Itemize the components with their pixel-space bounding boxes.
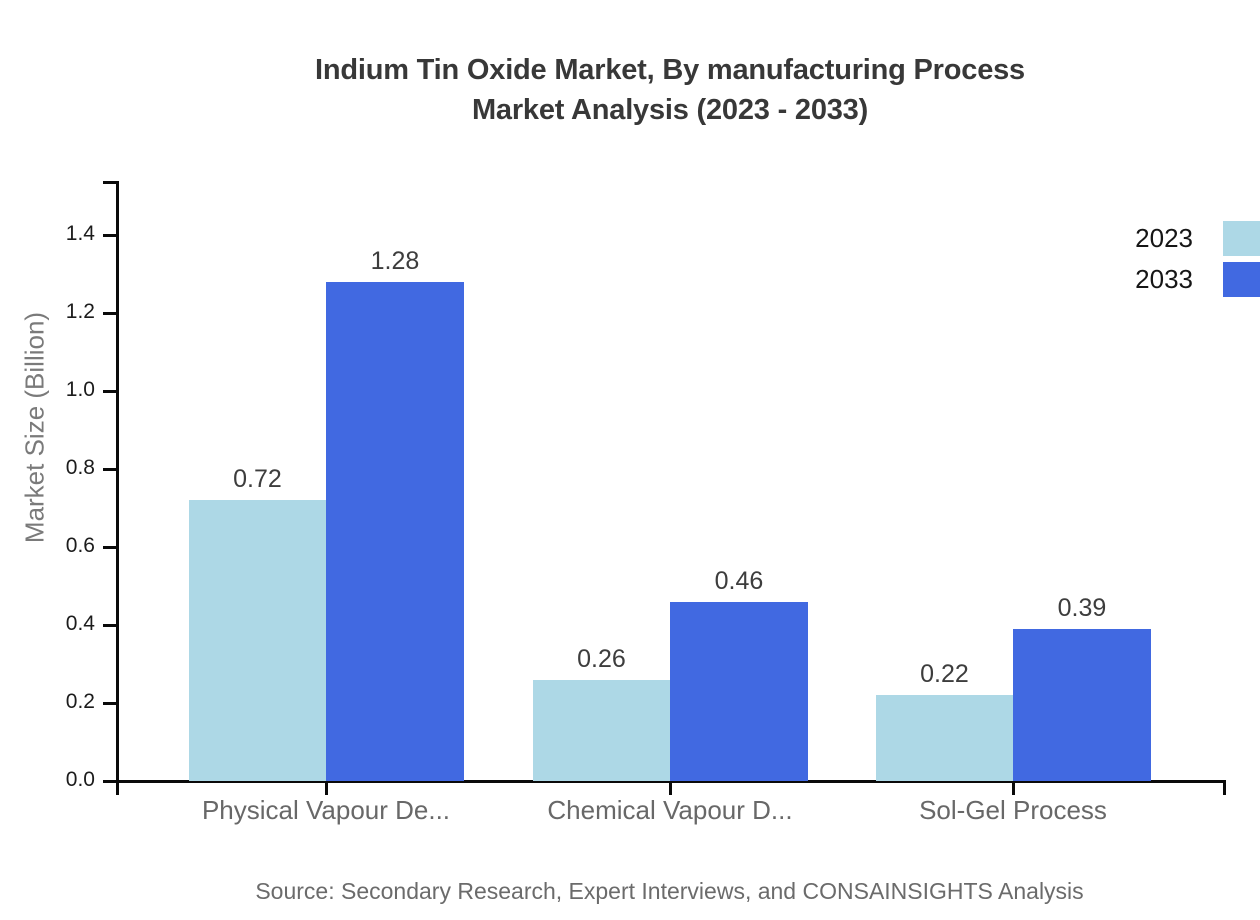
chart-title-line2: Market Analysis (2023 - 2033) [471, 94, 869, 126]
category-label: Sol-Gel Process [919, 795, 1107, 825]
legend-swatch-2033 [1223, 262, 1260, 297]
value-label-2023-category-3: 0.22 [920, 660, 969, 688]
y-tick [103, 468, 116, 471]
y-axis-top-cap-tick [103, 181, 116, 184]
y-axis-line [116, 181, 119, 784]
y-tick [103, 624, 116, 627]
x-axis-right-cap-tick [1223, 782, 1226, 795]
x-axis-left-cap-tick [116, 782, 119, 795]
category-label: Chemical Vapour D... [547, 795, 793, 825]
bar-2023-category-2 [533, 680, 670, 781]
bar-2033-category-2 [670, 602, 808, 781]
y-tick-label: 0.6 [65, 534, 95, 557]
value-label-2023-category-1: 0.72 [233, 465, 282, 493]
chart-title-line1: Indium Tin Oxide Market, By manufacturin… [314, 54, 1025, 86]
y-tick [103, 780, 116, 783]
y-tick [103, 390, 116, 393]
legend-swatch-2023 [1223, 221, 1260, 256]
legend-label-2033: 2033 [1135, 264, 1193, 294]
legend-item-2033: 2033 [1000, 259, 1260, 300]
value-label-2023-category-2: 0.26 [577, 645, 626, 673]
value-label-2033-category-2: 0.46 [714, 567, 764, 595]
source-text: Source: Secondary Research, Expert Inter… [255, 878, 1084, 904]
chart-title: Indium Tin Oxide Market, By manufacturin… [170, 50, 1170, 130]
y-tick-label: 1.0 [65, 378, 95, 401]
y-tick [103, 702, 116, 705]
x-tick [325, 782, 328, 795]
bar-2033-category-3 [1013, 629, 1151, 781]
y-tick-label: 1.2 [65, 300, 95, 323]
y-tick [103, 234, 116, 237]
legend: 2023 2033 [1000, 218, 1260, 300]
y-tick [103, 312, 116, 315]
y-tick-label: 0.2 [65, 690, 95, 713]
legend-label-2023: 2023 [1135, 223, 1193, 253]
bar-2023-category-3 [876, 695, 1013, 781]
x-axis-line [105, 780, 1226, 783]
y-tick-label: 1.4 [65, 222, 95, 245]
legend-item-2023: 2023 [1000, 218, 1260, 259]
value-label-2033-category-1: 1.28 [370, 247, 420, 275]
bar-2033-category-1 [326, 282, 464, 781]
x-tick [1012, 782, 1015, 795]
category-label: Physical Vapour De... [201, 795, 451, 825]
bar-2023-category-1 [189, 500, 326, 781]
y-tick-label: 0.0 [65, 768, 95, 791]
y-tick-label: 0.4 [65, 612, 95, 635]
value-label-2033-category-3: 0.39 [1057, 594, 1107, 622]
x-tick [669, 782, 672, 795]
y-tick-label: 0.8 [65, 456, 95, 479]
y-tick [103, 546, 116, 549]
